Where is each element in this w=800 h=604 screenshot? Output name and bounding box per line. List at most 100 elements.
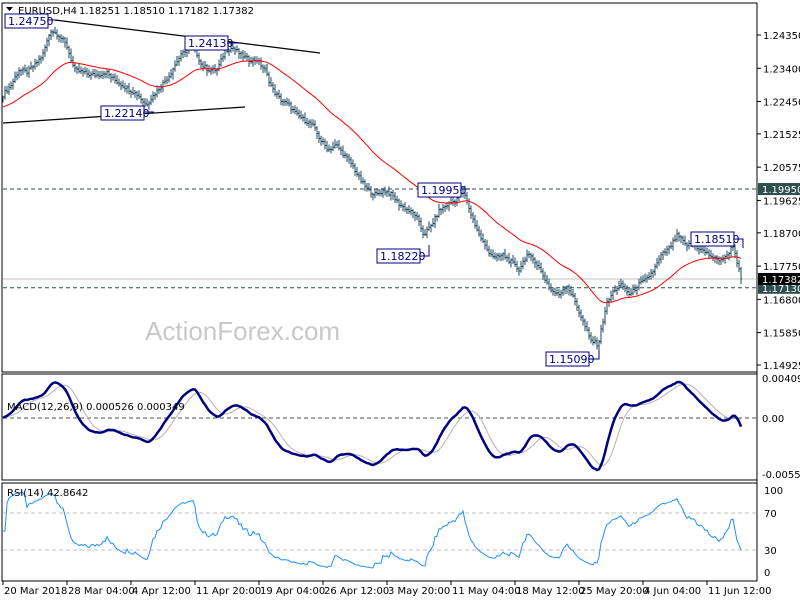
ohlc-bar: [646, 274, 648, 283]
ohlc-bar: [628, 287, 630, 298]
ohlc-bar: [482, 233, 484, 244]
price-tick-label: 1.22450: [763, 98, 800, 109]
ohlc-bar: [654, 263, 656, 276]
ohlc-bar: [166, 76, 168, 85]
time-tick-label: 18 May 12:00: [516, 586, 585, 597]
ohlc-bar: [286, 97, 288, 106]
ohlc-bar: [502, 252, 504, 261]
ohlc-bar: [414, 211, 416, 222]
ohlc-bar: [664, 248, 666, 256]
ohlc-bar: [402, 203, 404, 212]
ohlc-bar: [736, 250, 738, 268]
ohlc-bar: [210, 66, 212, 75]
ohlc-bar: [644, 273, 646, 283]
ohlc-bar: [326, 140, 328, 153]
ohlc-bar: [398, 198, 400, 211]
ohlc-bar: [342, 145, 344, 158]
ohlc-bar: [420, 217, 422, 232]
ohlc-bar: [592, 336, 594, 346]
ohlc-bar: [428, 221, 430, 231]
ohlc-bar: [330, 146, 332, 154]
ohlc-bar: [652, 269, 654, 278]
ohlc-bar: [524, 256, 526, 266]
ohlc-bar: [28, 65, 30, 78]
ohlc-bar: [708, 249, 710, 260]
ohlc-bar: [68, 45, 70, 59]
ohlc-bar: [602, 318, 604, 333]
ohlc-bar: [642, 275, 644, 284]
ohlc-bar: [358, 171, 360, 181]
level-price-label: 1.17130: [762, 284, 800, 295]
ohlc-bar: [154, 92, 156, 100]
ohlc-bar: [536, 260, 538, 271]
ohlc-bar: [228, 48, 230, 57]
bid-price-box: [758, 272, 800, 285]
ohlc-bar: [98, 70, 100, 80]
ohlc-bar: [124, 83, 126, 92]
ohlc-bar: [280, 93, 282, 106]
ohlc-bar: [138, 90, 140, 99]
ohlc-bar: [6, 85, 8, 94]
ohlc-bar: [688, 240, 690, 250]
ohlc-bar: [48, 33, 50, 47]
ohlc-bar: [596, 337, 598, 350]
ohlc-bar: [516, 260, 518, 273]
ohlc-bar: [136, 90, 138, 101]
ohlc-bar: [102, 70, 104, 80]
ohlc-bar: [130, 89, 132, 98]
ohlc-bar: [552, 287, 554, 296]
ohlc-bar: [72, 55, 74, 68]
ohlc-bar: [40, 55, 42, 64]
ohlc-bar: [74, 62, 76, 73]
ohlc-bar: [54, 26, 56, 35]
ohlc-bar: [126, 84, 128, 94]
time-tick-label: 19 Apr 04:00: [260, 586, 325, 597]
ohlc-bar: [204, 60, 206, 70]
ohlc-bar: [70, 48, 72, 63]
ohlc-bar: [436, 214, 438, 222]
ohlc-bar: [666, 245, 668, 256]
ohlc-bar: [30, 61, 32, 70]
ohlc-bar: [172, 67, 174, 80]
annotation-low: 1.15090: [545, 350, 600, 367]
price-tick-label: 1.16800: [763, 295, 800, 306]
ohlc-bar: [58, 34, 60, 43]
macd-tick: 0.004094: [762, 374, 800, 385]
ohlc-bar: [412, 209, 414, 219]
ohlc-bar: [568, 284, 570, 296]
ohlc-bar: [276, 91, 278, 99]
rsi-tick: 0: [764, 568, 770, 579]
ohlc-bar: [10, 81, 12, 91]
ohlc-bar: [410, 207, 412, 216]
bid-price-label: 1.17382: [762, 275, 800, 286]
ohlc-bar: [570, 285, 572, 297]
rsi-tick: 100: [764, 486, 783, 497]
ohlc-bar: [282, 99, 284, 107]
ohlc-bar: [680, 234, 682, 244]
ohlc-bar: [508, 252, 510, 265]
ohlc-bar: [18, 67, 20, 79]
ohlc-bar: [174, 60, 176, 72]
ohlc-bar: [278, 89, 280, 100]
annotation-low: 1.22140: [100, 105, 154, 121]
annotation-high: 1.19950: [417, 182, 470, 198]
ohlc-bar: [546, 275, 548, 285]
rsi-tick: 30: [764, 546, 777, 557]
ohlc-bar: [288, 98, 290, 107]
time-tick-label: 11 Apr 20:00: [196, 586, 261, 597]
time-tick-label: 26 Apr 12:00: [324, 586, 389, 597]
ohlc-bar: [222, 52, 224, 62]
svg-text:1.24750: 1.24750: [8, 15, 54, 28]
ohlc-bar: [354, 163, 356, 176]
ohlc-bar: [374, 188, 376, 199]
ohlc-bar: [64, 36, 66, 48]
ohlc-bar: [116, 75, 118, 85]
ohlc-bar: [310, 119, 312, 129]
ohlc-bar: [298, 109, 300, 120]
price-tick-label: 1.14925: [763, 361, 800, 372]
ohlc-bar: [322, 137, 324, 145]
ohlc-bar: [104, 71, 106, 79]
ohlc-bar: [300, 110, 302, 120]
dropdown-triangle-icon[interactable]: [6, 7, 13, 11]
